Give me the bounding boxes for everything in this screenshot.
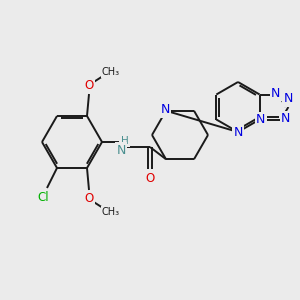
Text: O: O xyxy=(146,172,154,185)
Text: N: N xyxy=(271,87,280,100)
Text: CH₃: CH₃ xyxy=(102,207,120,217)
Text: O: O xyxy=(84,193,94,206)
Text: N: N xyxy=(284,92,293,106)
Text: N: N xyxy=(233,127,243,140)
Text: N: N xyxy=(256,113,265,126)
Text: Cl: Cl xyxy=(37,191,49,205)
Text: O: O xyxy=(84,79,94,92)
Text: H: H xyxy=(121,136,129,146)
Text: N: N xyxy=(160,103,170,116)
Text: N: N xyxy=(281,112,291,125)
Text: CH₃: CH₃ xyxy=(102,67,120,77)
Text: N: N xyxy=(116,143,126,157)
